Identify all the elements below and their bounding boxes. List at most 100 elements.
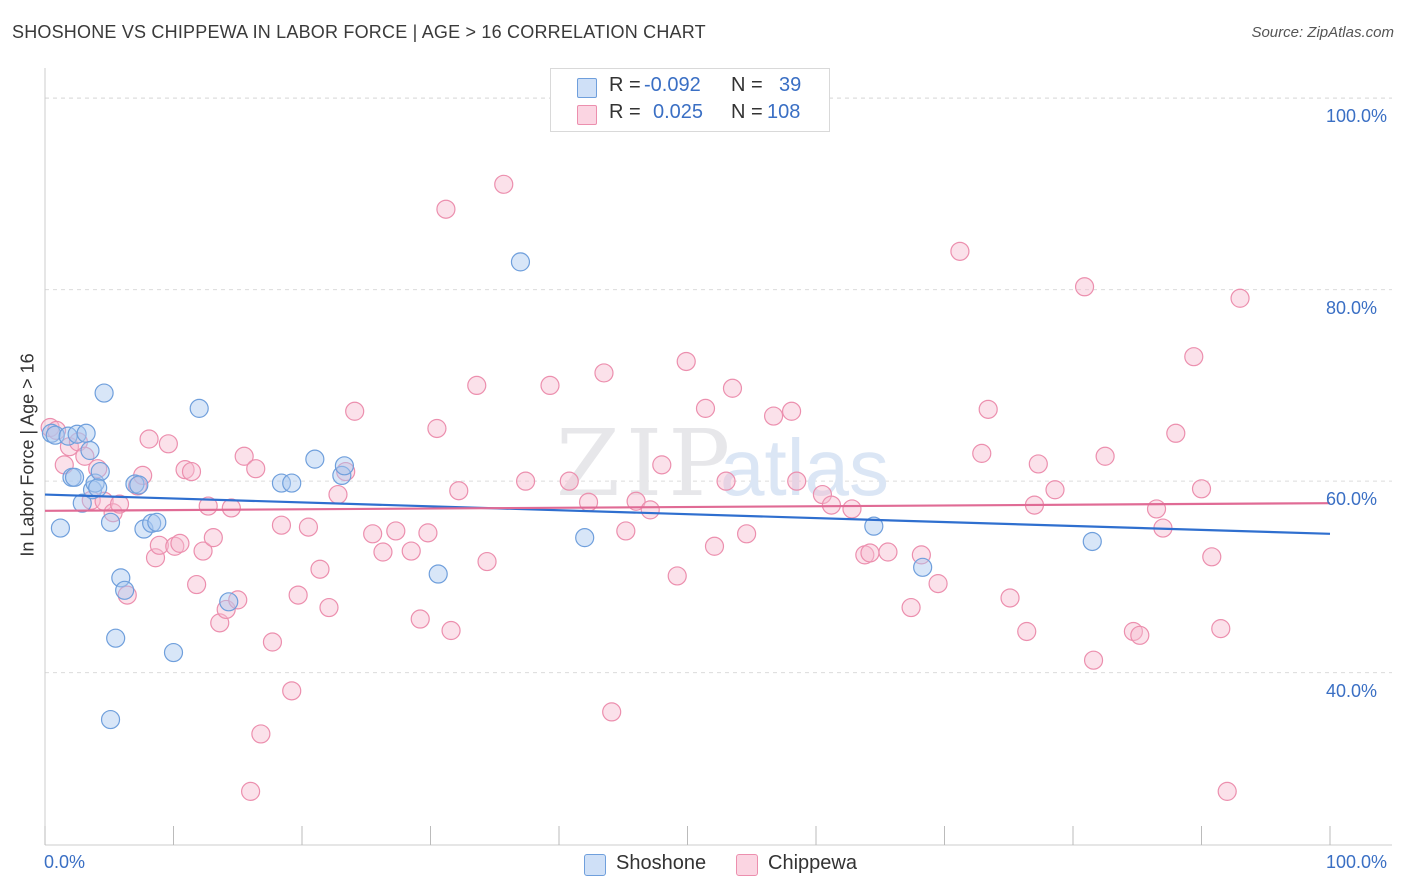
point-chippewa-106: [716, 471, 736, 491]
point-shoshone-34: [575, 528, 595, 548]
point-chippewa-56: [494, 174, 514, 194]
point-chippewa-10: [109, 494, 130, 514]
watermark-atlas: atlas: [720, 423, 889, 512]
point-chippewa-19: [170, 533, 190, 553]
point-shoshone-38: [88, 478, 108, 498]
y-tick-label-100: 100.0%: [1326, 106, 1388, 127]
point-chippewa-80: [878, 542, 898, 562]
watermark: ZIP atlas: [556, 410, 889, 517]
point-chippewa-58: [540, 375, 560, 395]
point-chippewa-85: [972, 443, 992, 463]
point-shoshone-35: [864, 516, 884, 536]
point-shoshone-25: [189, 398, 209, 418]
point-chippewa-66: [652, 455, 672, 475]
point-shoshone-15: [106, 628, 126, 648]
x-tick-label-max: 100.0%: [1326, 852, 1388, 872]
point-chippewa-40: [319, 597, 339, 618]
point-chippewa-5: [75, 446, 95, 466]
watermark-zip: ZIP: [556, 410, 736, 517]
point-chippewa-36: [282, 681, 302, 701]
point-chippewa-34: [262, 632, 283, 652]
point-shoshone-5: [64, 467, 85, 487]
point-shoshone-31: [334, 456, 355, 476]
point-chippewa-72: [737, 524, 757, 544]
point-chippewa-45: [373, 542, 393, 562]
bottom-legend-swatch-shoshone: [584, 854, 606, 876]
point-chippewa-65: [640, 500, 660, 520]
point-chippewa-53: [449, 481, 469, 501]
point-chippewa-33: [251, 724, 271, 744]
x-tick-label-min: 0.0%: [44, 852, 86, 872]
point-chippewa-30: [234, 446, 254, 466]
point-chippewa-44: [363, 524, 383, 544]
legend-n-value-shoshone: 39: [779, 74, 802, 96]
point-chippewa-51: [436, 199, 456, 219]
point-chippewa-55: [477, 551, 497, 572]
point-chippewa-61: [594, 363, 614, 383]
y-axis-label: In Labor Force | Age > 16: [17, 353, 38, 557]
point-chippewa-35: [271, 515, 292, 535]
point-chippewa-100: [1184, 347, 1204, 367]
point-shoshone-23: [147, 512, 167, 532]
point-shoshone-12: [90, 461, 110, 482]
point-chippewa-39: [310, 559, 330, 579]
point-chippewa-7: [88, 459, 108, 479]
gridlines: [45, 97, 1392, 674]
point-shoshone-13: [94, 383, 114, 403]
point-chippewa-16: [149, 535, 169, 555]
point-chippewa-38: [298, 517, 319, 537]
point-chippewa-50: [427, 418, 447, 439]
point-shoshone-2: [50, 518, 71, 538]
point-shoshone-7: [72, 493, 92, 513]
point-chippewa-15: [145, 548, 166, 568]
point-chippewa-68: [676, 351, 696, 372]
point-chippewa-105: [1230, 288, 1250, 308]
point-chippewa-92: [1074, 277, 1095, 297]
point-shoshone-28: [282, 473, 302, 493]
point-chippewa-62: [602, 702, 622, 722]
correlation-legend: R = -0.092 N = 39 R = 0.025 N = 108: [550, 68, 830, 132]
point-chippewa-96: [1130, 625, 1150, 645]
point-chippewa-103: [1211, 619, 1231, 639]
point-shoshone-14: [100, 512, 121, 532]
point-chippewa-21: [181, 461, 202, 482]
point-chippewa-54: [467, 375, 487, 395]
point-chippewa-43: [345, 401, 365, 421]
point-chippewa-94: [1095, 446, 1115, 466]
point-chippewa-101: [1191, 479, 1212, 499]
point-chippewa-57: [515, 471, 536, 491]
point-chippewa-67: [667, 566, 687, 586]
point-shoshone-26: [219, 592, 239, 612]
point-chippewa-81: [901, 597, 921, 618]
point-chippewa-91: [1045, 480, 1065, 500]
legend-r-value-shoshone: -0.092: [644, 74, 701, 96]
point-chippewa-90: [1028, 454, 1048, 474]
point-chippewa-32: [246, 459, 266, 479]
point-chippewa-88: [1017, 621, 1037, 642]
legend-r-value-chippewa: 0.025: [653, 101, 704, 123]
legend-n-label: N =: [731, 74, 763, 96]
point-chippewa-47: [401, 541, 421, 561]
point-shoshone-29: [305, 449, 325, 469]
series-chippewa-points: [40, 174, 1250, 801]
series-shoshone-points: [41, 252, 1102, 730]
point-shoshone-16: [111, 568, 131, 588]
point-chippewa-22: [187, 574, 207, 595]
point-chippewa-70: [704, 536, 725, 556]
bottom-legend-label-shoshone: Shoshone: [616, 852, 707, 874]
point-shoshone-18: [100, 709, 121, 730]
point-chippewa-42: [336, 461, 356, 482]
point-chippewa-48: [410, 609, 430, 629]
point-chippewa-99: [1166, 423, 1186, 443]
point-shoshone-20: [129, 475, 149, 495]
point-chippewa-71: [722, 378, 743, 398]
point-chippewa-93: [1083, 650, 1104, 670]
point-chippewa-97: [1146, 499, 1167, 519]
point-chippewa-74: [781, 401, 802, 421]
legend-swatch-shoshone: [577, 78, 597, 98]
trend-line-chippewa: [44, 502, 1331, 512]
legend-r-label: R =: [609, 74, 641, 96]
point-chippewa-17: [158, 434, 178, 454]
point-shoshone-9: [80, 440, 100, 461]
point-shoshone-32: [428, 564, 448, 584]
